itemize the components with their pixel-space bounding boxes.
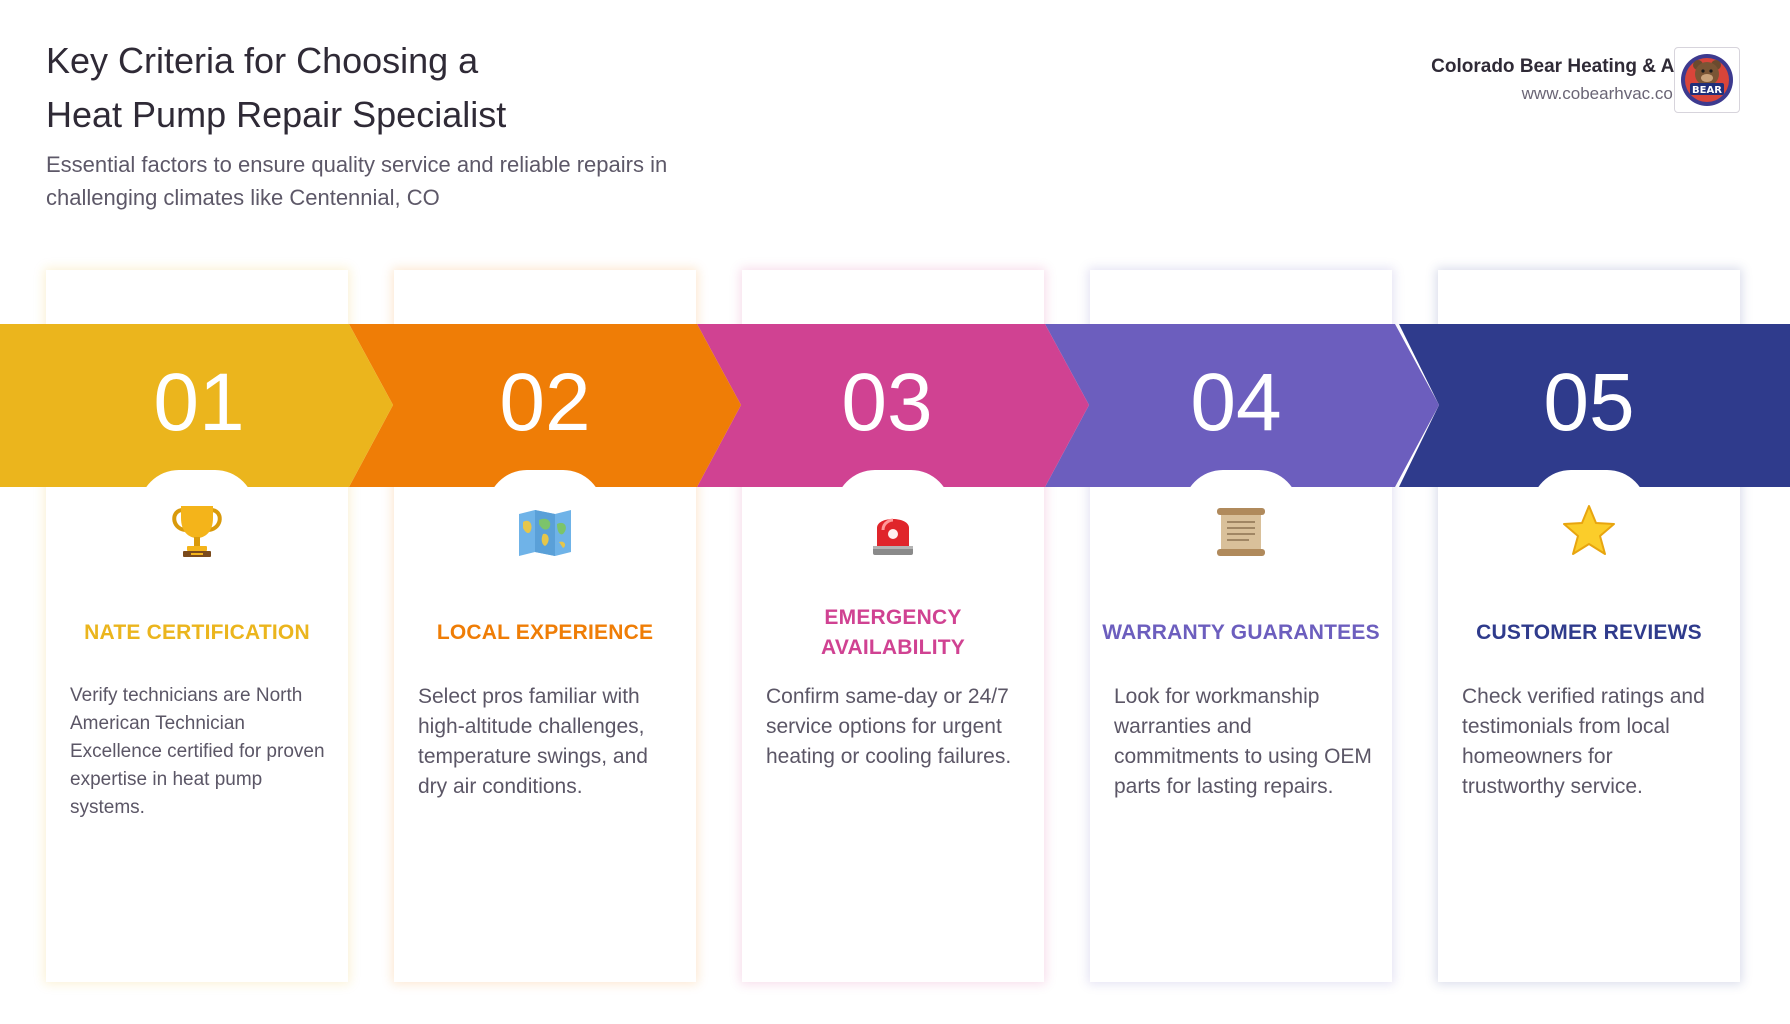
title-line-1: Key Criteria for Choosing a: [46, 40, 479, 81]
chevron-segment-05: [1399, 324, 1790, 487]
card-description: Confirm same-day or 24/7 service options…: [766, 685, 1012, 768]
icon-badge-bg: [835, 470, 951, 510]
chevron-segment-01: [0, 324, 393, 487]
step-number-03: 03: [841, 357, 932, 448]
step-chevron-band: 01 02 03 04 05: [0, 324, 1790, 487]
card-heading: CUSTOMER REVIEWS: [1476, 621, 1702, 644]
card-heading: WARRANTY GUARANTEES: [1102, 621, 1380, 644]
chevron-segment-02: [349, 324, 741, 487]
icon-badge-bg: [487, 470, 603, 510]
subtitle-line-2: challenging climates like Centennial, CO: [46, 185, 440, 210]
icon-badge-bg: [139, 470, 255, 510]
subtitle-line-1: Essential factors to ensure quality serv…: [46, 152, 668, 177]
step-number-04: 04: [1190, 357, 1281, 448]
icon-badge-bg: [1183, 470, 1299, 510]
card-description: Look for workmanship warranties and comm…: [1114, 685, 1372, 798]
scroll-icon: [1217, 508, 1265, 556]
step-number-05: 05: [1543, 357, 1634, 448]
card-heading: NATE CERTIFICATION: [84, 621, 310, 644]
bear-logo-icon: BEAR: [1681, 54, 1733, 106]
brand-url: www.cobearhvac.com: [1521, 84, 1687, 103]
brand-name: Colorado Bear Heating & Air: [1431, 56, 1687, 77]
card-heading: LOCAL EXPERIENCE: [436, 621, 654, 644]
step-number-02: 02: [499, 357, 590, 448]
trophy-icon: [172, 506, 222, 557]
chevron-segment-04: [1045, 324, 1439, 487]
title-line-2: Heat Pump Repair Specialist: [46, 94, 507, 135]
brand-block: Colorado Bear Heating & Air www.cobearhv…: [1431, 52, 1687, 106]
page-title: Key Criteria for Choosing a Heat Pump Re…: [46, 34, 506, 142]
company-logo: BEAR: [1674, 47, 1740, 113]
icon-badge-bg: [1531, 470, 1647, 510]
star-icon: [1563, 505, 1615, 555]
card-description: Verify technicians are North American Te…: [70, 685, 325, 818]
card-description: Check verified ratings and testimonials …: [1462, 685, 1705, 798]
page-subtitle: Essential factors to ensure quality serv…: [46, 148, 766, 214]
card-heading: EMERGENCY AVAILABILITY: [821, 606, 965, 659]
svg-text:BEAR: BEAR: [1692, 85, 1722, 96]
step-number-01: 01: [153, 357, 244, 448]
world-map-icon: [519, 510, 571, 556]
chevron-segment-03: [697, 324, 1089, 487]
siren-light-icon: [873, 518, 913, 555]
card-description: Select pros familiar with high-altitude …: [418, 685, 648, 798]
